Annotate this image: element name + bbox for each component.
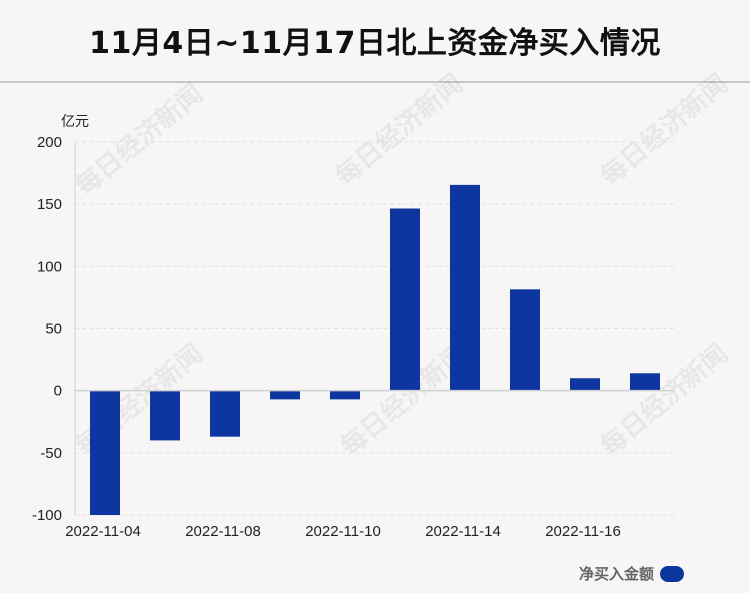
title-divider: [0, 81, 750, 83]
bar: [390, 208, 420, 391]
bar: [630, 373, 660, 391]
x-tick-label: 2022-11-16: [545, 523, 621, 540]
bar: [90, 390, 120, 515]
chart-title: 11月4日~11月17日北上资金净买入情况: [89, 26, 661, 61]
bar: [450, 184, 480, 391]
y-tick-label: -100: [32, 507, 62, 524]
legend-swatch: [660, 565, 684, 582]
bar: [150, 390, 180, 441]
y-tick-label: -50: [40, 445, 62, 462]
bar: [210, 390, 240, 437]
x-tick-label: 2022-11-14: [425, 523, 501, 540]
legend-label: 净买入金额: [578, 565, 654, 583]
x-tick-label: 2022-11-04: [65, 523, 141, 540]
y-tick-label: 150: [37, 196, 62, 213]
bar: [510, 289, 540, 391]
y-tick-label: 50: [45, 321, 62, 338]
y-tick-label: 200: [37, 134, 62, 151]
y-tick-label: 0: [54, 383, 62, 400]
y-axis-label: 亿元: [61, 114, 89, 130]
bar: [270, 390, 300, 400]
bar: [330, 390, 360, 400]
x-tick-label: 2022-11-08: [185, 523, 261, 540]
bar: [570, 378, 600, 391]
x-tick-label: 2022-11-10: [305, 523, 381, 540]
y-tick-label: 100: [37, 258, 62, 275]
legend: 净买入金额: [579, 563, 684, 584]
